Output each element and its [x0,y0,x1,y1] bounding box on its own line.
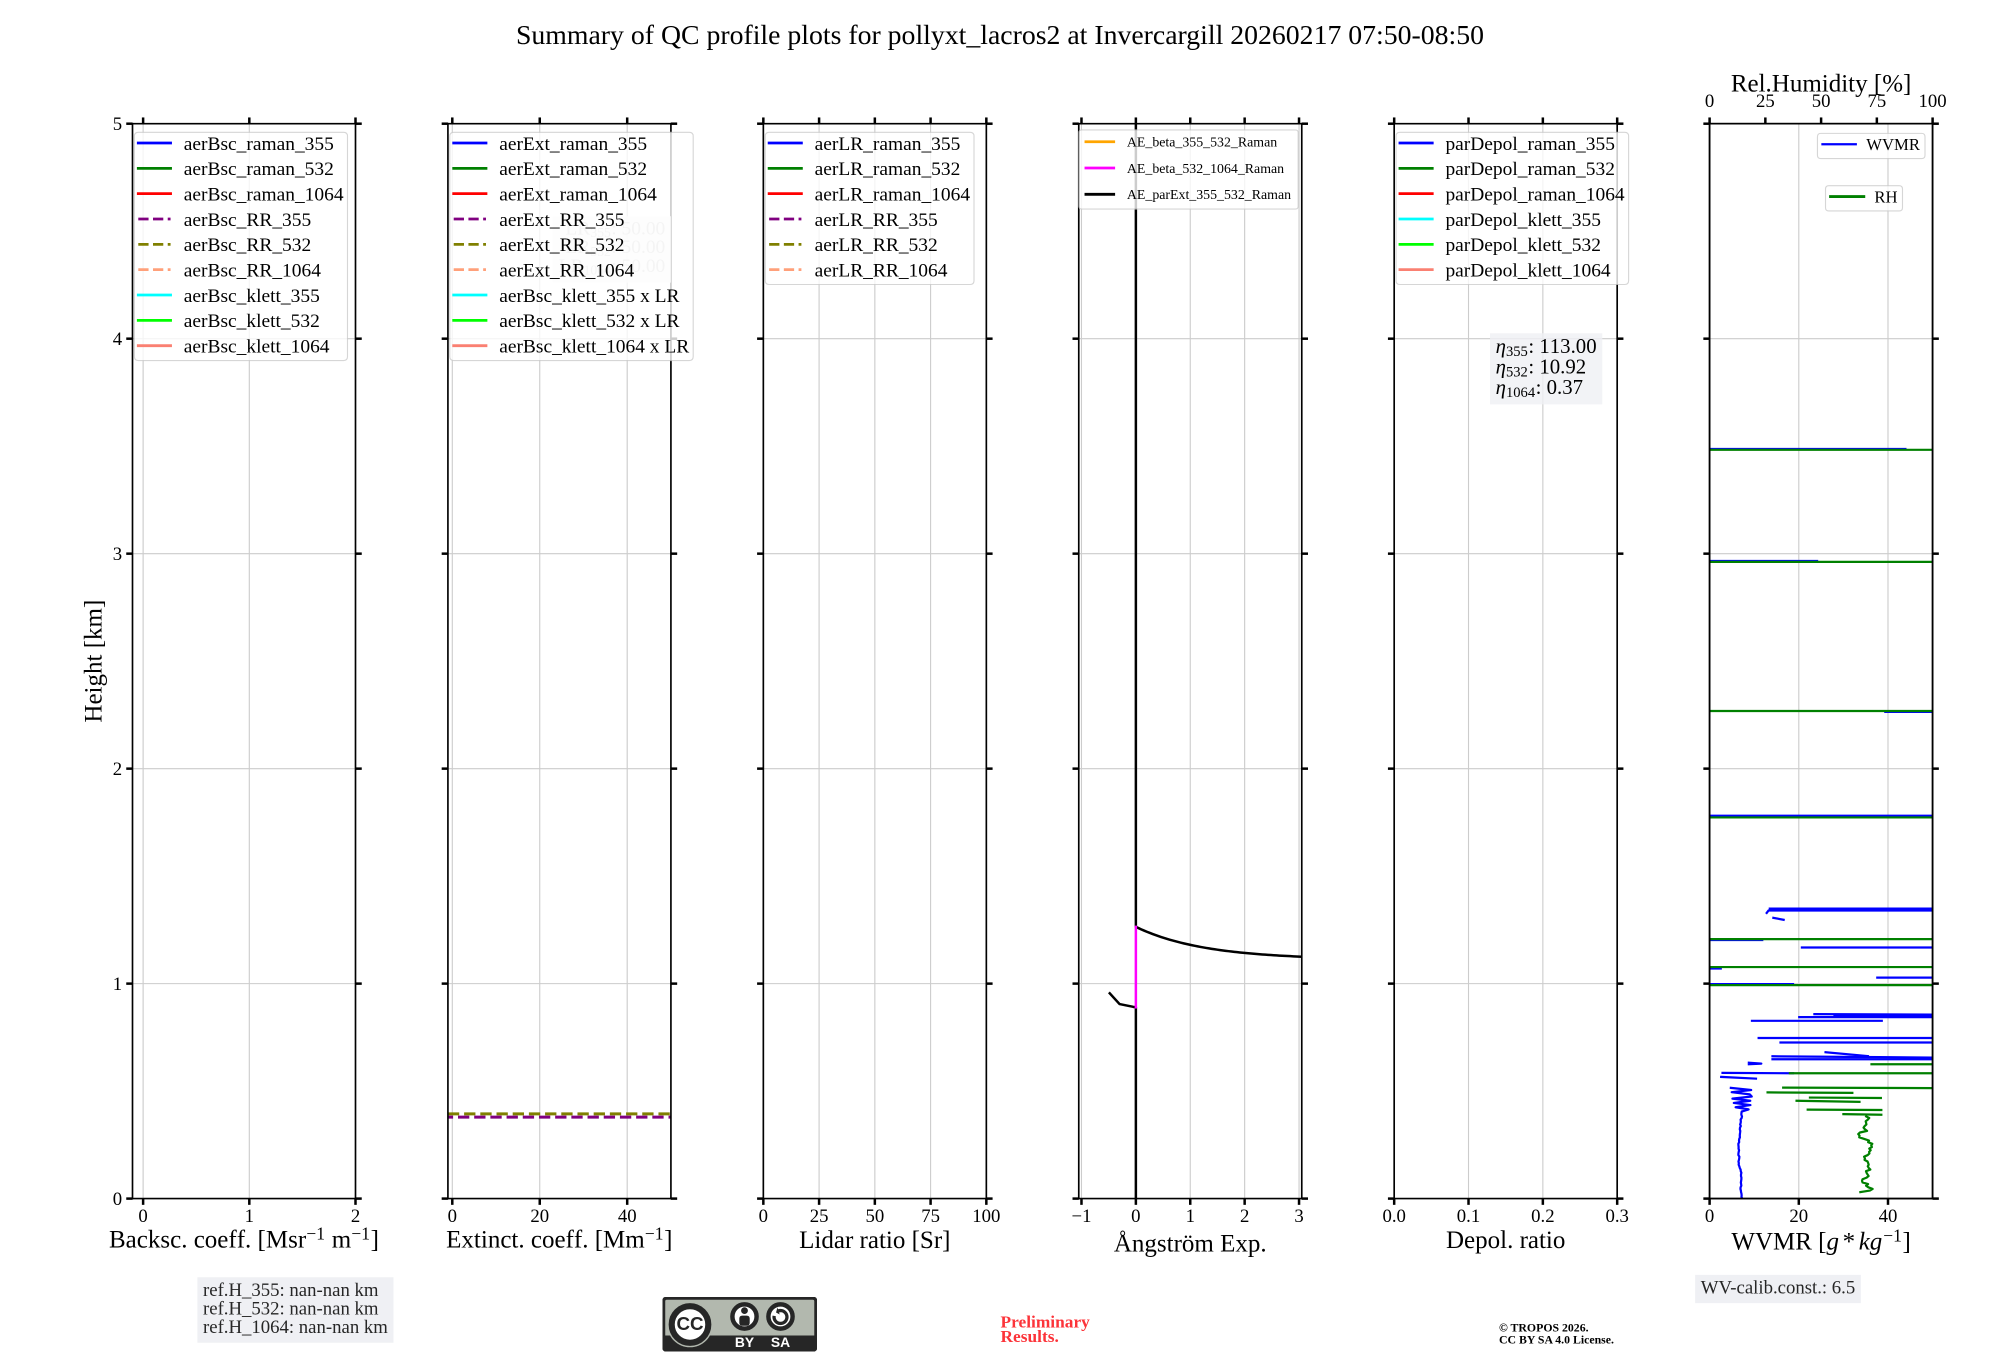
svg-text:η 5 3 2: η 5 3 2 : 1 0 . 9 2 [1496,354,1587,382]
svg-text:−1: −1 [1072,1206,1092,1227]
svg-text:parDepol_raman_1064: parDepol_raman_1064 [1445,184,1624,205]
svg-text:aerLR_raman_1064: aerLR_raman_1064 [815,184,971,205]
svg-text:0.0: 0.0 [1382,1206,1405,1227]
svg-text:AE_parExt_355_532_Raman: AE_parExt_355_532_Raman [1127,188,1291,203]
svg-text:aerBsc_RR_355: aerBsc_RR_355 [184,210,311,231]
svg-text:40: 40 [1879,1206,1898,1227]
svg-text:η 1 0 6: η 1 0 6 4 : 0 . 3 7 [1496,374,1583,402]
svg-text:Height [km]: Height [km] [81,600,108,723]
svg-text:parDepol_raman_355: parDepol_raman_355 [1445,134,1614,155]
svg-text:2: 2 [1240,1206,1249,1227]
svg-text:aerBsc_RR_1064: aerBsc_RR_1064 [184,260,321,281]
svg-text:aerBsc_RR_532: aerBsc_RR_532 [184,235,311,256]
svg-text:40: 40 [618,1206,637,1227]
svg-text:aerLR_raman_355: aerLR_raman_355 [815,134,961,155]
svg-text:aerBsc_klett_1064: aerBsc_klett_1064 [184,336,330,357]
svg-text:0: 0 [759,1206,768,1227]
svg-text:50: 50 [1812,91,1831,112]
svg-text:AE_beta_355_532_Raman: AE_beta_355_532_Raman [1127,136,1277,151]
svg-text:5: 5 [113,114,122,135]
svg-text:Results.: Results. [1001,1327,1059,1346]
svg-text:ref.H_355: nan-nan km: ref.H_355: nan-nan km [203,1280,379,1301]
svg-text:aerExt_RR_532: aerExt_RR_532 [499,235,624,256]
svg-text:parDepol_klett_532: parDepol_klett_532 [1445,235,1600,256]
svg-text:CC: CC [676,1313,704,1334]
svg-text:2: 2 [351,1206,360,1227]
svg-text:CC BY SA 4.0 License.: CC BY SA 4.0 License. [1499,1332,1614,1346]
svg-text:1: 1 [1186,1206,1195,1227]
svg-text:Rel.Humidity [%]: Rel.Humidity [%] [1731,70,1912,97]
svg-text:aerBsc_raman_532: aerBsc_raman_532 [184,159,334,180]
svg-text:aerLR_RR_1064: aerLR_RR_1064 [815,260,948,281]
svg-text:aerLR_raman_532: aerLR_raman_532 [815,159,961,180]
svg-text:E x t i: E x t i n c t . c o e f f . [ M m ] − 1 [446,1220,678,1254]
svg-text:2: 2 [113,759,122,780]
svg-text:Summary of QC profile plots fo: Summary of QC profile plots for pollyxt_… [516,20,1484,51]
svg-text:AE_beta_532_1064_Raman: AE_beta_532_1064_Raman [1127,162,1284,177]
svg-text:1: 1 [245,1206,254,1227]
svg-text:3: 3 [1294,1206,1303,1227]
svg-text:25: 25 [810,1206,829,1227]
svg-text:50: 50 [865,1206,884,1227]
svg-text:0: 0 [1705,1206,1714,1227]
svg-text:0: 0 [113,1189,122,1210]
svg-text:0.3: 0.3 [1605,1206,1628,1227]
svg-text:B a c k: B a c k s c . c o e f f . [ M s r m ] − [109,1220,385,1254]
svg-text:aerExt_RR_355: aerExt_RR_355 [499,210,624,231]
svg-text:20: 20 [530,1206,549,1227]
svg-text:parDepol_klett_1064: parDepol_klett_1064 [1445,260,1610,281]
svg-text:parDepol_raman_532: parDepol_raman_532 [1445,159,1614,180]
svg-text:25: 25 [1756,91,1775,112]
svg-text:3: 3 [113,544,122,565]
svg-text:aerExt_raman_355: aerExt_raman_355 [499,134,647,155]
svg-text:Depol. ratio: Depol. ratio [1446,1227,1565,1254]
svg-text:0: 0 [1131,1206,1140,1227]
svg-text:aerExt_raman_1064: aerExt_raman_1064 [499,184,657,205]
svg-text:aerBsc_raman_1064: aerBsc_raman_1064 [184,184,344,205]
svg-text:aerBsc_klett_532 x LR: aerBsc_klett_532 x LR [499,311,679,332]
svg-text:75: 75 [921,1206,940,1227]
svg-text:W V M R: W V M R [ * ] g k g − 1 [1731,1221,1916,1255]
svg-text:SA: SA [771,1334,790,1350]
svg-text:ref.H_532: nan-nan km: ref.H_532: nan-nan km [203,1299,379,1320]
svg-text:100: 100 [1919,91,1947,112]
svg-text:20: 20 [1789,1206,1808,1227]
svg-text:aerBsc_raman_355: aerBsc_raman_355 [184,134,334,155]
svg-text:aerBsc_klett_1064 x LR: aerBsc_klett_1064 x LR [499,336,689,357]
svg-text:Lidar ratio [Sr]: Lidar ratio [Sr] [799,1227,950,1254]
svg-text:aerLR_RR_355: aerLR_RR_355 [815,210,938,231]
svg-text:Ångström Exp.: Ångström Exp. [1114,1230,1267,1257]
svg-text:© TROPOS 2026.: © TROPOS 2026. [1499,1320,1589,1334]
svg-text:4: 4 [113,329,123,350]
svg-text:aerExt_raman_532: aerExt_raman_532 [499,159,647,180]
svg-text:BY: BY [735,1334,755,1350]
svg-text:0.1: 0.1 [1457,1206,1480,1227]
svg-text:η 3 5 5: η 3 5 5 : 1 1 3 . 0 0 [1496,333,1597,361]
svg-text:aerBsc_klett_355: aerBsc_klett_355 [184,286,320,307]
svg-text:parDepol_klett_355: parDepol_klett_355 [1445,210,1600,231]
svg-text:aerBsc_klett_532: aerBsc_klett_532 [184,311,320,332]
svg-text:WV-calib.const.: 6.5: WV-calib.const.: 6.5 [1701,1278,1856,1299]
svg-text:100: 100 [972,1206,1000,1227]
svg-text:aerExt_RR_1064: aerExt_RR_1064 [499,260,634,281]
svg-text:0: 0 [138,1206,147,1227]
svg-text:RH: RH [1874,187,1897,206]
svg-text:WVMR: WVMR [1866,135,1921,154]
svg-text:aerLR_RR_532: aerLR_RR_532 [815,235,938,256]
svg-text:75: 75 [1867,91,1886,112]
svg-text:0: 0 [1705,91,1714,112]
svg-text:1: 1 [113,974,122,995]
svg-text:0: 0 [448,1206,457,1227]
svg-text:ref.H_1064: nan-nan km: ref.H_1064: nan-nan km [203,1317,388,1338]
svg-text:Preliminary: Preliminary [1001,1312,1091,1331]
svg-text:0.2: 0.2 [1531,1206,1554,1227]
svg-text:aerBsc_klett_355 x LR: aerBsc_klett_355 x LR [499,286,679,307]
